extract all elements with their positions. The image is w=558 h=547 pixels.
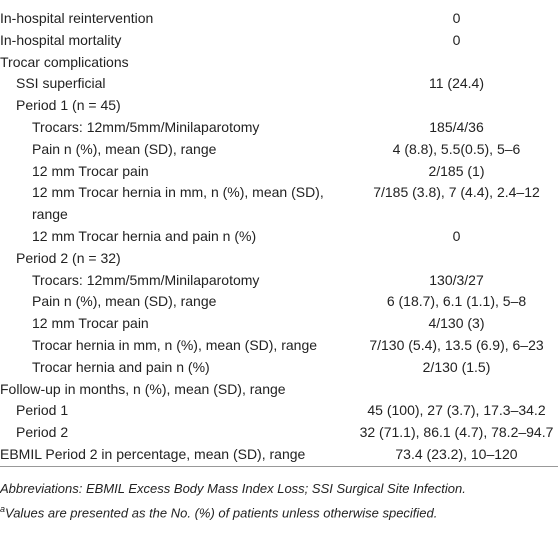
row: Period 2 (n = 32): [0, 248, 558, 270]
row-label: Period 1: [16, 402, 69, 419]
row-label: Pain n (%), mean (SD), range: [32, 293, 217, 310]
row-label: Period 2 (n = 32): [16, 249, 121, 266]
row-label: 12 mm Trocar pain: [32, 162, 149, 179]
note: aValues are presented as the No. (%) of …: [0, 499, 558, 523]
row-value: 32 (71.1), 86.1 (4.7), 78.2–94.7: [359, 424, 554, 441]
row-value: [355, 95, 558, 117]
row-label: Trocars: 12mm/5mm/Minilaparotomy: [32, 118, 260, 135]
row: Trocar hernia in mm, n (%), mean (SD), r…: [0, 335, 558, 357]
row: 12 mm Trocar hernia in mm, n (%), mean (…: [0, 182, 558, 226]
note-marker: a: [0, 503, 6, 514]
row: Period 1 45 (100), 27 (3.7), 17.3–34.2: [0, 400, 558, 422]
row-value: 45 (100), 27 (3.7), 17.3–34.2: [367, 402, 546, 419]
row: 12 mm Trocar pain 2/185 (1): [0, 161, 558, 183]
row-label: Trocar complications: [0, 53, 129, 70]
row-label: In-hospital mortality: [0, 31, 122, 48]
row: Trocars: 12mm/5mm/Minilaparotomy 185/4/36: [0, 117, 558, 139]
row-label: 12 mm Trocar hernia and pain n (%): [32, 227, 257, 244]
row-label: Follow-up in months, n (%), mean (SD), r…: [0, 380, 286, 397]
row-value: 2/130 (1.5): [422, 358, 491, 375]
row-value: 7/130 (5.4), 13.5 (6.9), 6–23: [369, 336, 544, 353]
row: Trocar hernia and pain n (%) 2/130 (1.5): [0, 357, 558, 379]
row-value: [355, 248, 558, 270]
row-label: Period 2: [16, 424, 69, 441]
abbreviations: Abbreviations: EBMIL Excess Body Mass In…: [0, 480, 466, 496]
row-label: Period 1 (n = 45): [16, 97, 121, 114]
row: In-hospital mortality 0: [0, 30, 558, 52]
row: 12 mm Trocar pain 4/130 (3): [0, 313, 558, 335]
row: Follow-up in months, n (%), mean (SD), r…: [0, 379, 558, 401]
row: 12 mm Trocar hernia and pain n (%) 0: [0, 226, 558, 248]
row-label: 12 mm Trocar pain: [32, 315, 149, 332]
row: Pain n (%), mean (SD), range 6 (18.7), 6.…: [0, 291, 558, 313]
row: SSI superficial 11 (24.4): [0, 73, 558, 95]
page: In-hospital reintervention 0 In-hospital m…: [0, 8, 558, 547]
row: Period 2 32 (71.1), 86.1 (4.7), 78.2–94.7: [0, 422, 558, 444]
row: In-hospital reintervention 0: [0, 8, 558, 30]
row-value: 130/3/27: [429, 271, 484, 288]
row: Trocars: 12mm/5mm/Minilaparotomy 130/3/27: [0, 270, 558, 292]
row-label: SSI superficial: [16, 75, 106, 92]
row-label: Trocars: 12mm/5mm/Minilaparotomy: [32, 271, 260, 288]
row-value: 4 (8.8), 5.5(0.5), 5–6: [392, 140, 521, 157]
row-value: 73.4 (23.2), 10–120: [395, 445, 518, 462]
row-label: In-hospital reintervention: [0, 10, 154, 26]
row-label: 12 mm Trocar hernia in mm, n (%), mean (…: [32, 184, 324, 223]
note-text: Values are presented as the No. (%) of p…: [5, 505, 438, 521]
row-label: Pain n (%), mean (SD), range: [32, 140, 217, 157]
row-value: 185/4/36: [429, 118, 484, 135]
row-value: 0: [452, 227, 461, 244]
row-value: 7/185 (3.8), 7 (4.4), 2.4–12: [373, 184, 540, 201]
row: Pain n (%), mean (SD), range 4 (8.8), 5.5…: [0, 139, 558, 161]
row-value: [355, 379, 558, 401]
row-value: 4/130 (3): [428, 315, 485, 332]
row-value: 0: [452, 10, 461, 26]
row: Trocar complications: [0, 52, 558, 74]
results-table: In-hospital reintervention 0 In-hospital m…: [0, 8, 558, 467]
row-value: 2/185 (1): [428, 162, 485, 179]
row-label: EBMIL Period 2 in percentage, mean (SD),…: [0, 445, 306, 462]
row-label: Trocar hernia in mm, n (%), mean (SD), r…: [32, 336, 318, 353]
row-value: 6 (18.7), 6.1 (1.1), 5–8: [386, 293, 527, 310]
row-value: 0: [452, 31, 461, 48]
row-label: Trocar hernia and pain n (%): [32, 358, 210, 375]
footnotes: Abbreviations: EBMIL Excess Body Mass In…: [0, 479, 558, 523]
row: EBMIL Period 2 in percentage, mean (SD),…: [0, 444, 558, 466]
row-value: [355, 52, 558, 74]
row: Period 1 (n = 45): [0, 95, 558, 117]
row-value: 11 (24.4): [429, 75, 484, 92]
